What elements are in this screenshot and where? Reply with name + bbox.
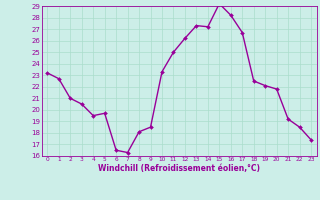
X-axis label: Windchill (Refroidissement éolien,°C): Windchill (Refroidissement éolien,°C) bbox=[98, 164, 260, 173]
